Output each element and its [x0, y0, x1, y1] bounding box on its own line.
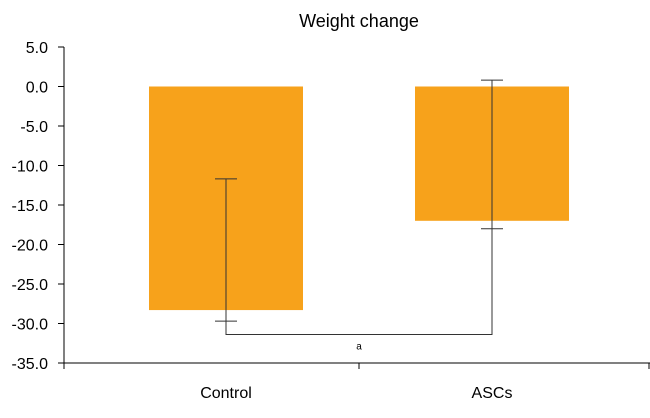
y-tick-label: -25.0 [12, 277, 49, 294]
y-tick-label: -15.0 [12, 198, 49, 215]
y-tick-label: 5.0 [26, 40, 48, 57]
y-tick-label: -35.0 [12, 356, 49, 373]
category-labels: Control ASCs [200, 385, 512, 402]
significance-bracket: a [225, 228, 493, 353]
chart-title: Weight change [299, 11, 419, 31]
bars [149, 86, 569, 311]
error-bars [215, 79, 503, 322]
y-tick-label: -20.0 [12, 238, 49, 255]
category-label: ASCs [472, 385, 513, 402]
y-tick-label: -5.0 [20, 119, 48, 136]
significance-label: a [356, 342, 362, 353]
y-tick-label: 0.0 [26, 80, 48, 97]
y-tick-label: -30.0 [12, 317, 49, 334]
axes: 5.0 0.0 -5.0 -10.0 -15.0 -20.0 -25.0 -30.0 -35.0 [12, 40, 650, 373]
category-label: Control [200, 385, 252, 402]
significance-bracket-line [225, 228, 493, 336]
y-tick-label: -10.0 [12, 159, 49, 176]
